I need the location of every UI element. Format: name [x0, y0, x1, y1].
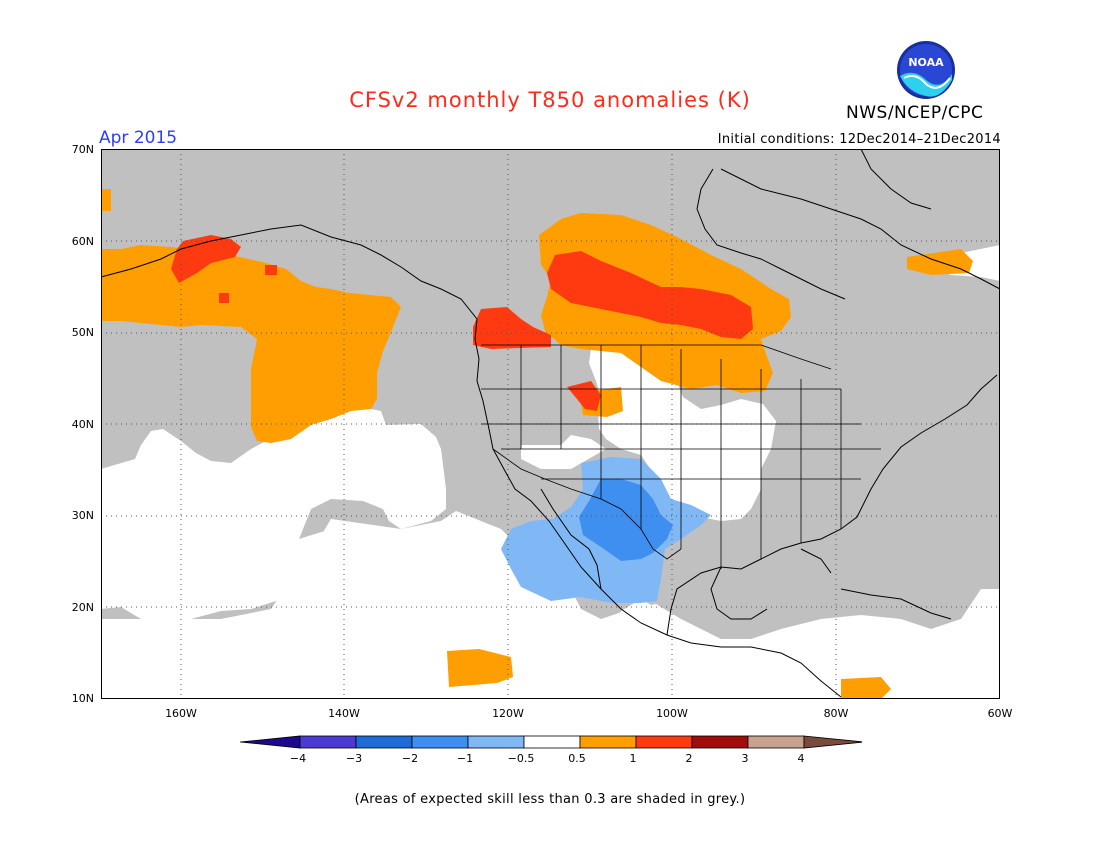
colorbar-tick-label: 2	[685, 752, 693, 765]
political-borders	[481, 344, 881, 569]
colorbar-tick-label: 4	[797, 752, 805, 765]
colorbar-swatch	[523, 735, 581, 749]
colorbar-swatch	[411, 735, 469, 749]
lat-label-20n: 20N	[71, 601, 94, 614]
lon-label-160w: 160W	[165, 707, 197, 720]
lat-label-60n: 60N	[71, 235, 94, 248]
lon-label-60w: 60W	[987, 707, 1013, 720]
colorbar-tick-label: −2	[401, 752, 419, 765]
anomaly-map	[101, 149, 1000, 699]
colorbar-swatch	[467, 735, 525, 749]
map-title: CFSv2 monthly T850 anomalies (K)	[349, 88, 751, 112]
colorbar-tick-label: 1	[629, 752, 637, 765]
colorbar-swatch	[635, 735, 693, 749]
colorbar-tick-label: 0.5	[568, 752, 586, 765]
warm-anomaly-areas	[101, 189, 973, 699]
lon-label-100w: 100W	[656, 707, 688, 720]
colorbar-swatch	[691, 735, 749, 749]
colorbar-swatch	[299, 735, 357, 749]
forecast-month: Apr 2015	[99, 128, 178, 148]
colorbar-swatch	[579, 735, 637, 749]
colorbar-tick-label: 3	[741, 752, 749, 765]
skill-footnote: (Areas of expected skill less than 0.3 a…	[354, 792, 746, 807]
coastlines	[101, 149, 1000, 698]
lat-label-10n: 10N	[71, 692, 94, 705]
colorbar-tick-label: −0.5	[507, 752, 535, 765]
colorbar-tick-label: −4	[289, 752, 307, 765]
lon-label-140w: 140W	[328, 707, 360, 720]
lon-label-120w: 120W	[492, 707, 524, 720]
lat-label-50n: 50N	[71, 326, 94, 339]
noaa-logo: NOAA	[897, 41, 955, 99]
colorbar-tick-label: −3	[345, 752, 363, 765]
initial-conditions: Initial conditions: 12Dec2014–21Dec2014	[717, 132, 1001, 147]
noaa-logo-text: NOAA	[908, 56, 944, 69]
lat-label-40n: 40N	[71, 418, 94, 431]
lat-label-70n: 70N	[71, 143, 94, 156]
colorbar-arrow-low	[240, 735, 301, 749]
map-frame	[101, 149, 1000, 699]
lat-label-30n: 30N	[71, 509, 94, 522]
org-label: NWS/NCEP/CPC	[846, 103, 984, 123]
colorbar-arrow-high	[803, 735, 862, 749]
lon-label-80w: 80W	[823, 707, 849, 720]
colorbar	[240, 735, 862, 749]
colorbar-tick-label: −1	[456, 752, 474, 765]
colorbar-swatch	[355, 735, 413, 749]
colorbar-swatch	[747, 735, 805, 749]
